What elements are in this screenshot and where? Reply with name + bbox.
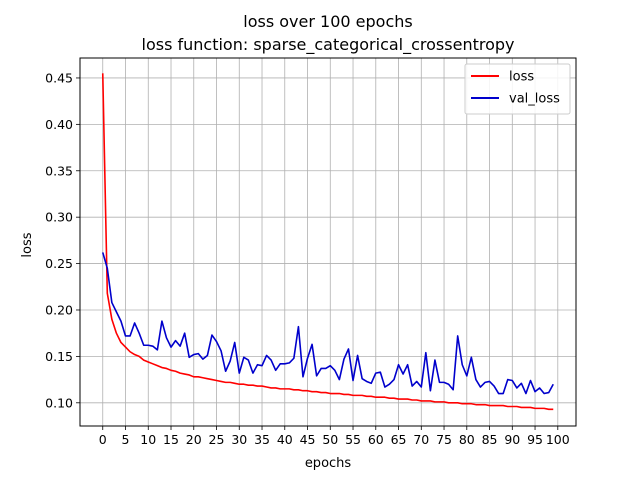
legend-label-loss: loss [509, 70, 534, 85]
y-tick-label: 0.30 [45, 210, 73, 225]
x-tick-label: 10 [140, 432, 156, 447]
x-tick-label: 30 [231, 432, 247, 447]
chart-title: loss over 100 epochs [243, 12, 412, 31]
x-tick-label: 50 [322, 432, 338, 447]
legend: loss val_loss [464, 63, 571, 115]
chart-subtitle: loss function: sparse_categorical_crosse… [142, 35, 515, 55]
series-line-val-loss [101, 252, 554, 395]
x-tick-label: 40 [277, 432, 293, 447]
x-tick-label: 55 [345, 432, 361, 447]
x-tick-label: 80 [459, 432, 475, 447]
x-tick-label: 95 [527, 432, 543, 447]
axis-ticks: 0 5 10 15 20 25 30 35 40 45 50 55 60 65 70 75 80 85 90 95 10… [45, 70, 570, 447]
y-tick-label: 0.40 [45, 117, 73, 132]
x-tick-label: 25 [209, 432, 225, 447]
x-tick-label: 85 [482, 432, 498, 447]
x-tick-label: 0 [99, 432, 107, 447]
x-tick-label: 70 [413, 432, 429, 447]
y-tick-label: 0.10 [45, 395, 73, 410]
series-line-loss [101, 73, 554, 411]
x-tick-label: 15 [163, 432, 179, 447]
y-tick-label: 0.25 [45, 256, 73, 271]
y-tick-label: 0.35 [45, 163, 73, 178]
x-tick-label: 75 [436, 432, 452, 447]
x-tick-label: 100 [546, 432, 570, 447]
y-axis-label: loss [20, 232, 35, 257]
x-tick-label: 5 [122, 432, 130, 447]
legend-label-val-loss: val_loss [509, 92, 560, 107]
x-tick-label: 45 [300, 432, 316, 447]
x-tick-label: 60 [368, 432, 384, 447]
y-tick-label: 0.20 [45, 302, 73, 317]
x-tick-label: 20 [186, 432, 202, 447]
x-tick-label: 35 [254, 432, 270, 447]
x-axis-label: epochs [305, 456, 352, 471]
plot-frame [79, 57, 577, 427]
x-tick-label: 90 [504, 432, 520, 447]
y-tick-label: 0.45 [45, 70, 73, 85]
plot-lines [101, 73, 554, 411]
x-tick-label: 65 [391, 432, 407, 447]
y-tick-label: 0.15 [45, 349, 73, 364]
